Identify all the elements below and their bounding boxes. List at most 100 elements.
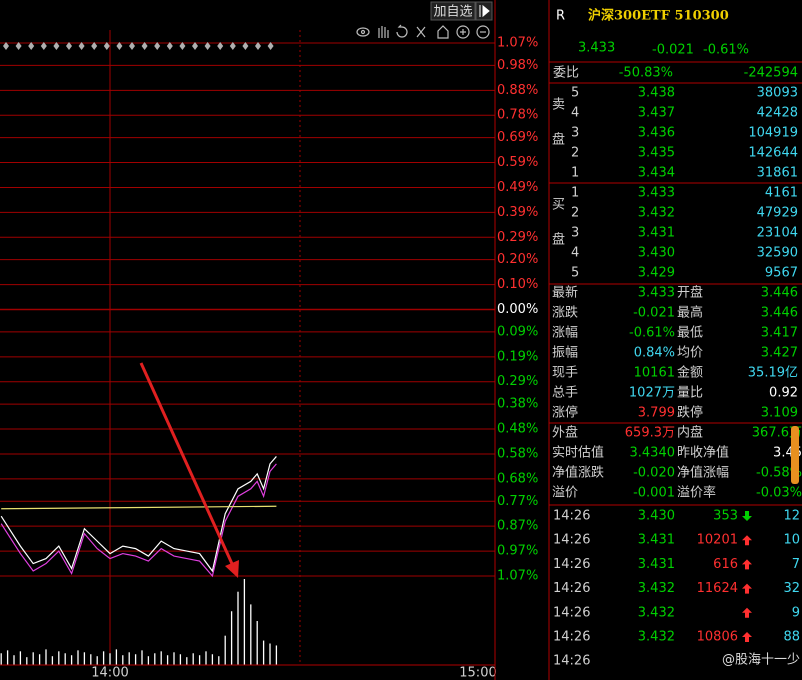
event-marker xyxy=(267,42,274,50)
tick-price: 3.432 xyxy=(638,605,675,620)
stat-value: -0.021 xyxy=(633,306,675,321)
y-tick-label: 0.39% xyxy=(497,205,538,220)
y-tick-label: 0.68% xyxy=(497,471,538,486)
side-label: 盘 xyxy=(552,132,565,148)
add-watchlist-label[interactable]: 加自选 xyxy=(433,5,472,20)
zoom-in-icon[interactable] xyxy=(456,25,470,39)
tick-count: 12 xyxy=(783,509,800,524)
y-tick-label: 0.19% xyxy=(497,349,538,364)
annotation-arrowhead xyxy=(225,560,239,578)
stat-label: 量比 xyxy=(677,386,703,401)
zoom-out-icon[interactable] xyxy=(476,25,490,39)
stat-label: 净值涨跌 xyxy=(552,465,604,481)
stat-label: 溢价率 xyxy=(677,485,716,501)
tick-time: 14:26 xyxy=(553,557,590,572)
tick-direction xyxy=(742,632,752,642)
tick-volume: 616 xyxy=(713,557,738,572)
home-icon[interactable] xyxy=(437,25,449,39)
quote-panel: R 沪深300ETF 510300 3.433 -0.021 -0.61% 委比 -50.8… xyxy=(549,8,802,669)
level-price: 3.430 xyxy=(638,246,675,261)
chart-area: 1.07% 0.98% 0.88% 0.78% 0.69% 0.59% 0.49% 0.39%… xyxy=(0,30,538,680)
security-name: 沪深300ETF 510300 xyxy=(588,8,729,24)
stat-value: -0.61% xyxy=(629,326,675,341)
stat-label: 昨收净值 xyxy=(677,445,729,461)
tick-count: 88 xyxy=(783,630,800,645)
stat-value: 367.6万 xyxy=(752,426,802,441)
stat-label: 涨幅 xyxy=(552,326,578,341)
stat-label: 最高 xyxy=(677,305,703,321)
y-tick-label: 0.48% xyxy=(497,422,538,437)
level-price: 3.431 xyxy=(638,226,675,241)
level-price: 3.436 xyxy=(638,126,675,141)
y-tick-label: 0.49% xyxy=(497,180,538,195)
stat-label: 外盘 xyxy=(552,425,578,441)
level-volume: 31861 xyxy=(757,166,798,181)
tick-direction xyxy=(742,607,752,618)
tick-time: 14:26 xyxy=(553,509,590,524)
eye-icon[interactable] xyxy=(356,27,370,37)
event-marker xyxy=(3,42,9,50)
stat-value: 3.446 xyxy=(761,306,798,321)
tick-count: 9 xyxy=(792,605,800,620)
tick-direction xyxy=(742,511,752,521)
add-watchlist-button[interactable] xyxy=(430,1,476,21)
row-label: 委比 xyxy=(553,66,579,81)
tick-count: 10 xyxy=(783,533,800,548)
stat-value: -0.03% xyxy=(756,486,802,501)
tick-time: 14:26 xyxy=(553,654,590,669)
price-line xyxy=(1,505,277,510)
event-marker xyxy=(255,42,261,50)
event-marker xyxy=(154,42,161,50)
level-volume: 47929 xyxy=(757,206,798,221)
stat-value: -0.001 xyxy=(633,486,675,501)
stat-label: 金额 xyxy=(677,365,703,381)
event-marker xyxy=(53,42,60,50)
event-marker xyxy=(116,42,123,50)
stat-label: 净值涨幅 xyxy=(677,465,729,481)
event-marker xyxy=(66,42,72,50)
tick-direction xyxy=(742,535,752,546)
event-marker xyxy=(192,42,198,50)
hand-icon[interactable] xyxy=(378,26,389,38)
y-tick-label: 0.58% xyxy=(497,446,538,461)
y-tick-label: 1.07% xyxy=(497,36,538,51)
undo-icon[interactable] xyxy=(396,24,408,38)
tick-volume: 11624 xyxy=(697,581,738,596)
tick-price: 3.432 xyxy=(638,581,675,596)
badge: R xyxy=(556,9,565,24)
stat-value: -0.58% xyxy=(756,466,802,481)
tick-time: 14:26 xyxy=(553,630,590,645)
stat-label: 溢价 xyxy=(552,486,578,501)
stat-value: 3.799 xyxy=(638,406,675,421)
stat-label: 均价 xyxy=(677,346,703,361)
event-marker xyxy=(129,42,135,50)
stat-value: 3.446 xyxy=(761,286,798,301)
level-index: 4 xyxy=(571,246,579,261)
stat-label: 实时估值 xyxy=(552,445,604,461)
y-tick-label: 0.69% xyxy=(497,130,538,145)
stat-value: 659.3万 xyxy=(625,426,675,441)
tick-price: 3.431 xyxy=(638,533,675,548)
level-index: 4 xyxy=(571,106,579,121)
price-line xyxy=(0,456,277,573)
tick-volume: 10201 xyxy=(697,533,738,548)
stat-value: 35.19亿 xyxy=(748,366,798,381)
last-price: 3.433 xyxy=(578,41,615,56)
cut-icon[interactable] xyxy=(416,26,426,38)
stat-value: 0.84% xyxy=(634,346,675,361)
watermark: @股海十一少 xyxy=(722,653,800,668)
event-marker xyxy=(141,42,148,50)
level-volume: 38093 xyxy=(757,86,798,101)
y-tick-label: 0.20% xyxy=(497,252,538,267)
tick-price: 3.431 xyxy=(638,557,675,572)
stat-value: 10161 xyxy=(634,366,675,381)
eye-pupil xyxy=(360,29,366,35)
panel-toggle-icon xyxy=(479,4,490,18)
tick-count: 7 xyxy=(792,557,800,572)
annotation-arrow xyxy=(139,362,235,567)
scrollbar[interactable] xyxy=(791,426,799,484)
level-price: 3.437 xyxy=(638,106,675,121)
level-volume: 142644 xyxy=(748,146,798,161)
event-marker xyxy=(78,42,85,50)
y-tick-label: 0.10% xyxy=(497,277,538,292)
